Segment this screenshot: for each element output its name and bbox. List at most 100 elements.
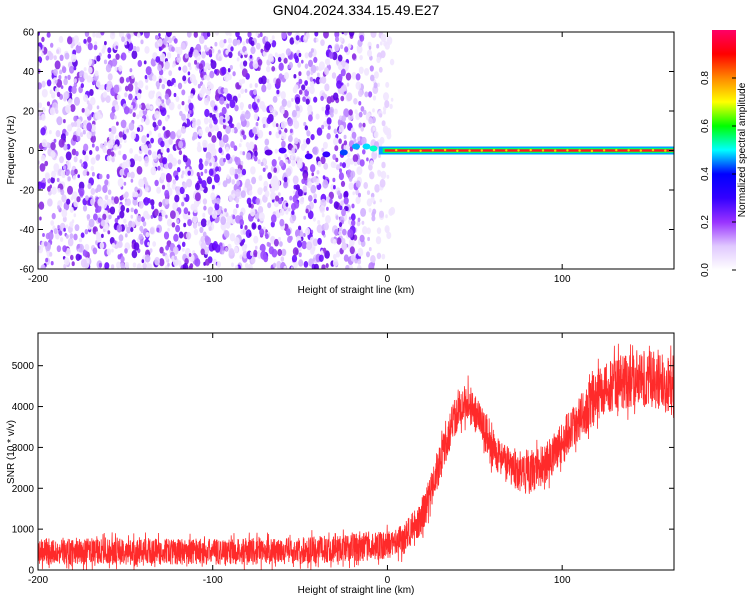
noise-speckle (144, 75, 148, 80)
noise-speckle (100, 32, 105, 36)
noise-speckle (206, 74, 211, 81)
noise-speckle (272, 95, 278, 103)
noise-speckle (90, 77, 94, 82)
noise-speckle (124, 233, 128, 238)
transition-blob (369, 145, 378, 152)
noise-speckle (279, 218, 285, 227)
noise-speckle (220, 216, 227, 226)
noise-speckle (218, 147, 223, 154)
noise-speckle (384, 100, 390, 109)
noise-speckle (225, 32, 230, 36)
noise-speckle (359, 55, 363, 61)
noise-speckle (98, 173, 103, 180)
noise-speckle (285, 202, 289, 207)
noise-speckle (266, 116, 272, 125)
signal-band-highlight (664, 149, 667, 152)
noise-speckle (199, 35, 205, 44)
noise-speckle (170, 82, 173, 87)
noise-speckle (100, 84, 105, 91)
noise-speckle (380, 33, 387, 43)
noise-speckle (376, 56, 381, 64)
noise-speckle (72, 175, 77, 181)
noise-speckle (322, 179, 329, 189)
noise-speckle (117, 240, 123, 248)
noise-speckle (235, 203, 239, 209)
noise-speckle (306, 241, 313, 251)
noise-speckle (348, 176, 353, 182)
noise-speckle (150, 199, 155, 206)
noise-speckle (254, 252, 258, 258)
noise-speckle (186, 166, 190, 171)
noise-speckle (119, 168, 125, 177)
noise-speckle (186, 178, 193, 188)
noise-speckle (361, 136, 367, 145)
noise-speckle (203, 66, 208, 73)
noise-speckle (294, 56, 299, 64)
x-tick-label: -100 (203, 274, 223, 285)
noise-speckle (181, 113, 186, 121)
noise-speckle (340, 95, 345, 102)
noise-speckle (69, 206, 74, 213)
noise-speckle (82, 205, 88, 212)
signal-band-highlight (578, 149, 581, 152)
noise-speckle (67, 124, 73, 132)
noise-speckle (309, 80, 315, 88)
noise-speckle (315, 113, 320, 120)
noise-speckle (158, 46, 162, 52)
noise-speckle (102, 146, 107, 154)
noise-speckle (114, 144, 118, 149)
noise-speckle (249, 232, 252, 237)
noise-speckle (287, 65, 291, 70)
noise-speckle (376, 252, 382, 260)
noise-speckle (297, 240, 302, 248)
noise-speckle (144, 156, 150, 164)
noise-speckle (176, 55, 182, 63)
noise-speckle (353, 98, 358, 105)
noise-speckle (250, 208, 256, 217)
noise-speckle (172, 246, 179, 255)
noise-speckle (228, 51, 233, 59)
noise-speckle (61, 208, 68, 218)
noise-speckle (368, 262, 375, 269)
noise-speckle (305, 98, 310, 105)
noise-speckle (353, 161, 357, 166)
noise-speckle (130, 207, 134, 213)
noise-speckle (272, 121, 277, 128)
noise-speckle (213, 124, 219, 132)
noise-speckle (310, 184, 317, 194)
noise-speckle (74, 224, 80, 232)
noise-speckle (332, 238, 337, 245)
noise-speckle (325, 263, 329, 269)
noise-speckle (134, 81, 138, 87)
noise-speckle (72, 49, 77, 56)
noise-speckle (310, 64, 317, 74)
noise-speckle (258, 175, 263, 181)
noise-speckle (186, 113, 191, 119)
noise-speckle (281, 32, 287, 40)
noise-speckle (317, 220, 321, 225)
noise-speckle (95, 145, 100, 152)
noise-speckle (325, 58, 331, 66)
noise-speckle (160, 167, 164, 171)
noise-speckle (225, 153, 231, 161)
noise-speckle (199, 158, 203, 164)
noise-speckle (233, 246, 239, 254)
noise-speckle (375, 236, 382, 245)
noise-speckle (86, 122, 92, 131)
noise-speckle (92, 32, 96, 38)
noise-speckle (54, 79, 58, 84)
noise-speckle (278, 156, 281, 161)
noise-speckle (168, 138, 173, 145)
noise-speckle (70, 254, 74, 261)
colorbar-label: Normalized spectral amplitude (737, 82, 748, 217)
noise-speckle (336, 237, 342, 245)
noise-speckle (166, 182, 171, 188)
noise-speckle (370, 74, 375, 82)
noise-speckle (102, 44, 107, 51)
noise-speckle (275, 195, 280, 202)
noise-speckle (328, 106, 335, 115)
noise-speckle (210, 60, 217, 70)
noise-speckle (244, 50, 248, 55)
noise-speckle (310, 48, 314, 53)
noise-speckle (295, 184, 300, 191)
